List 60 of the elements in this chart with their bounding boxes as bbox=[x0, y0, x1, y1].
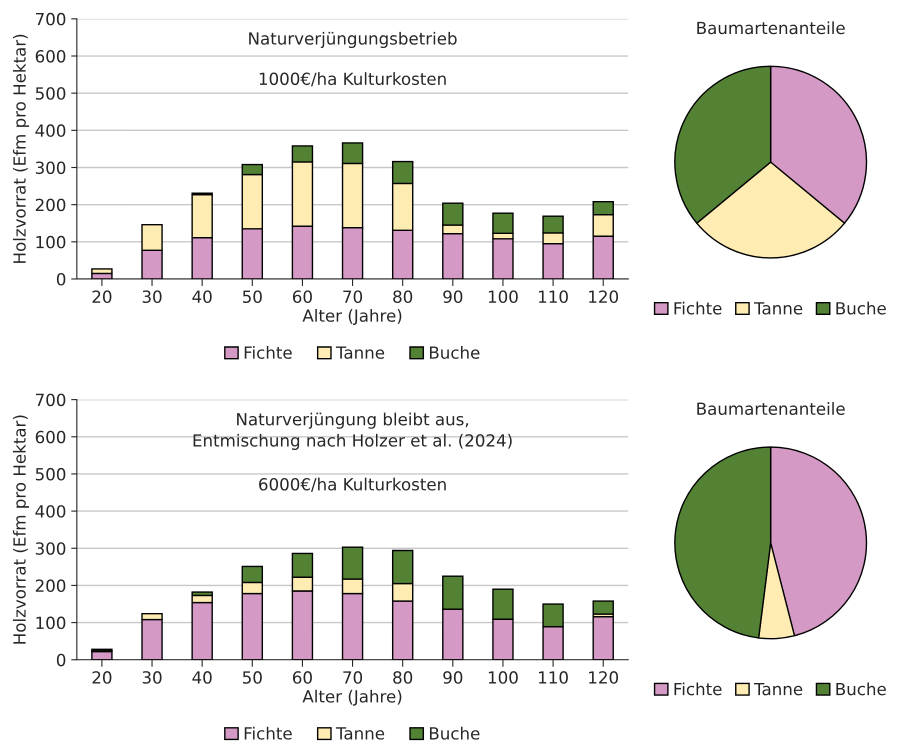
legend-label: Buche bbox=[836, 302, 886, 315]
x-tick-label: 110 bbox=[539, 671, 568, 684]
y-axis-title: Holzvorrat (Efm pro Hektar) bbox=[12, 416, 30, 644]
y-tick-label: 0 bbox=[56, 272, 66, 286]
legend-label: Fichte bbox=[244, 726, 292, 740]
legend-label: Tanne bbox=[336, 727, 384, 740]
y-tick-label: 700 bbox=[36, 394, 66, 406]
y-tick-label: 700 bbox=[36, 12, 66, 26]
legend-label: Fichte bbox=[244, 346, 292, 359]
y-tick-label: 400 bbox=[35, 505, 66, 518]
legend-label: Buche bbox=[430, 346, 480, 359]
y-tick-label: 500 bbox=[36, 468, 66, 481]
legend-label: Buche bbox=[430, 726, 480, 740]
x-tick-label: 70 bbox=[343, 671, 362, 684]
chart-title: Baumartenanteile bbox=[697, 402, 845, 416]
x-tick-label: 110 bbox=[539, 290, 568, 303]
y-tick-label: 500 bbox=[36, 87, 66, 100]
x-tick-label: 90 bbox=[443, 671, 462, 684]
x-tick-label: 60 bbox=[292, 290, 312, 303]
legend-label: Tanne bbox=[754, 682, 802, 696]
x-tick-label: 120 bbox=[589, 290, 618, 303]
legend-label: Fichte bbox=[674, 682, 722, 696]
legend-label: Tanne bbox=[754, 302, 802, 315]
x-axis-title: Alter (Jahre) bbox=[302, 690, 402, 706]
legend-label: Tanne bbox=[336, 346, 384, 359]
x-tick-label: 20 bbox=[92, 671, 112, 684]
y-tick-label: 400 bbox=[35, 124, 66, 137]
legend-label: Buche bbox=[836, 682, 886, 696]
y-tick-label: 600 bbox=[36, 430, 66, 444]
x-tick-label: 30 bbox=[142, 671, 162, 684]
x-tick-label: 80 bbox=[393, 671, 412, 684]
x-tick-label: 40 bbox=[192, 290, 212, 303]
chart-title: Baumartenanteile bbox=[697, 21, 845, 34]
y-tick-label: 600 bbox=[36, 50, 66, 63]
y-tick-label: 100 bbox=[36, 236, 66, 248]
annotation: 6000€/ha Kulturkosten bbox=[259, 478, 446, 492]
x-tick-label: 40 bbox=[192, 671, 212, 684]
y-axis-title: Holzvorrat (Efm pro Hektar) bbox=[12, 34, 30, 263]
x-tick-label: 50 bbox=[242, 290, 262, 303]
annotation: Naturverjüngung bleibt aus, Entmischung nach Holzer et al. (2024) bbox=[194, 412, 512, 450]
x-axis-title: Alter (Jahre) bbox=[302, 309, 402, 325]
x-tick-label: 90 bbox=[443, 290, 462, 303]
x-tick-label: 60 bbox=[292, 671, 312, 684]
annotation: Naturverjüngungsbetrieb bbox=[249, 32, 457, 48]
x-tick-label: 70 bbox=[343, 290, 362, 303]
annotation: 1000€/ha Kulturkosten bbox=[260, 72, 446, 86]
legend-label: Fichte bbox=[674, 302, 722, 315]
y-tick-label: 200 bbox=[36, 579, 66, 592]
y-tick-label: 300 bbox=[36, 542, 66, 555]
y-tick-label: 300 bbox=[36, 161, 66, 174]
x-tick-label: 20 bbox=[92, 290, 112, 303]
x-tick-label: 120 bbox=[589, 671, 618, 684]
x-tick-label: 100 bbox=[488, 290, 518, 303]
y-tick-label: 100 bbox=[36, 616, 66, 630]
x-tick-label: 100 bbox=[488, 671, 518, 684]
x-tick-label: 80 bbox=[393, 290, 412, 303]
x-tick-label: 30 bbox=[142, 290, 162, 303]
y-tick-label: 200 bbox=[36, 198, 66, 212]
x-tick-label: 50 bbox=[242, 671, 262, 684]
y-tick-label: 0 bbox=[56, 654, 66, 666]
